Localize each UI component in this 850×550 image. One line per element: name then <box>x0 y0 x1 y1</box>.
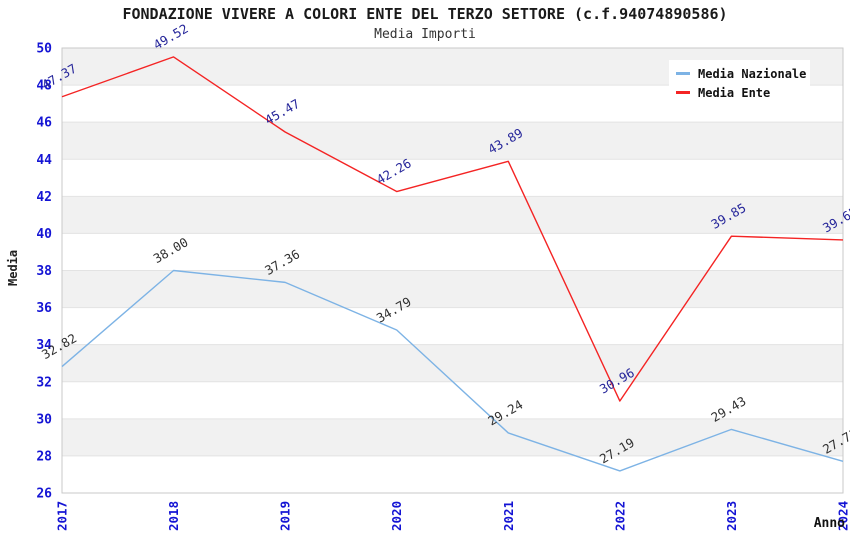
x-tick-label: 2023 <box>724 501 739 531</box>
y-tick-label: 34 <box>36 338 52 353</box>
x-tick-label: 2019 <box>278 501 293 531</box>
x-tick-label: 2020 <box>389 501 404 531</box>
legend: Media Nazionale Media Ente <box>669 60 810 107</box>
chart-title: FONDAZIONE VIVERE A COLORI ENTE DEL TERZ… <box>122 5 728 23</box>
data-label: 42.26 <box>374 155 414 187</box>
x-tick-label: 2017 <box>55 501 70 531</box>
y-tick-label: 26 <box>36 487 52 502</box>
series-line-media-ente <box>61 56 844 402</box>
x-axis-title: Anno <box>813 516 845 531</box>
y-tick-label: 46 <box>36 116 52 131</box>
y-tick-label: 38 <box>36 264 52 279</box>
legend-item-media-nazionale: Media Nazionale <box>676 64 810 83</box>
legend-swatch-media-nazionale <box>676 72 690 75</box>
data-label: 38.00 <box>151 234 191 266</box>
y-tick-label: 48 <box>36 79 52 94</box>
series-line-media-nazionale <box>61 269 844 472</box>
y-tick-label: 44 <box>36 153 52 168</box>
chart-subtitle: Media Importi <box>374 27 476 42</box>
grid-band <box>62 122 843 160</box>
grid-band <box>62 270 843 308</box>
legend-label-media-nazionale: Media Nazionale <box>698 66 807 81</box>
y-tick-label: 36 <box>36 301 52 316</box>
y-tick-label: 40 <box>36 227 52 242</box>
legend-label-media-ente: Media Ente <box>698 85 771 100</box>
legend-item-media-ente: Media Ente <box>676 83 810 102</box>
x-tick-label: 2024 <box>836 501 850 531</box>
y-tick-label: 30 <box>36 412 52 427</box>
y-tick-label: 42 <box>36 190 52 205</box>
x-tick-label: 2021 <box>501 501 516 531</box>
x-tick-label: 2022 <box>612 501 627 531</box>
grid-band <box>62 196 843 234</box>
plot-border <box>61 47 844 494</box>
y-tick-label: 28 <box>36 449 52 464</box>
y-tick-label: 50 <box>36 42 52 57</box>
data-label: 47.37 <box>39 61 79 93</box>
legend-swatch-media-ente <box>676 91 690 94</box>
grid-band <box>62 418 843 456</box>
y-axis-title: Media <box>6 249 20 286</box>
y-tick-label: 32 <box>36 375 52 390</box>
x-tick-label: 2018 <box>166 501 181 531</box>
grid-band <box>62 344 843 382</box>
